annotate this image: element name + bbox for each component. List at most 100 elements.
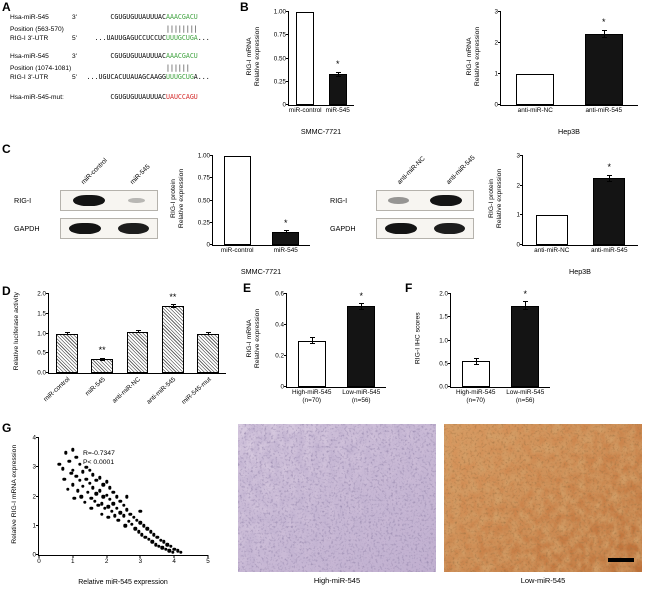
- data-point: [87, 468, 92, 472]
- sequence-prefix: ...UAUUGAGUCCUCCUC: [94, 34, 166, 42]
- y-tick-mark: [520, 244, 523, 245]
- data-point: [153, 543, 158, 547]
- y-axis-title: Relative RIG-I mRNA expression: [6, 432, 24, 556]
- x-tick-label: 5: [206, 558, 210, 565]
- y-tick-mark: [286, 57, 289, 59]
- y-tick-mark: [46, 372, 49, 373]
- sequence-prime-end: 5': [72, 74, 77, 81]
- data-point: [179, 550, 183, 554]
- error-bar: [601, 29, 607, 38]
- data-point: [140, 532, 144, 537]
- data-point: [101, 483, 105, 487]
- y-tick-mark: [36, 437, 39, 438]
- data-point: [155, 535, 159, 540]
- y-tick-label: 1.0: [37, 330, 46, 337]
- x-category-label: miR-545: [84, 376, 107, 398]
- data-point: [121, 513, 126, 518]
- data-point: [96, 503, 100, 507]
- blot-rows: RIG-I GAPDH: [14, 190, 158, 246]
- ihc-label-high: High-miR-545: [313, 576, 361, 585]
- plot-area: 0.0 0.5 1.0 1.5 2.0 High-miR-545 (n=70) * Low-m…: [439, 290, 550, 404]
- data-point: [64, 450, 68, 455]
- data-point: [84, 477, 89, 481]
- protein-band: [430, 195, 463, 206]
- data-point: [84, 465, 89, 469]
- bar: [55, 333, 78, 373]
- y-tick-label: 1.00: [197, 152, 210, 160]
- group-label: SMMC-7721: [240, 267, 282, 276]
- y-tick-mark: [210, 177, 213, 179]
- y-tick-mark: [286, 104, 289, 105]
- sequence-pair-region: UAUCCAGU: [166, 93, 198, 101]
- data-point: [130, 522, 134, 526]
- data-point: [89, 506, 94, 510]
- data-point: [108, 497, 112, 502]
- sequence-prefix: CGUGUGUUAUUUAC: [110, 93, 166, 101]
- bar: [535, 215, 568, 245]
- blot-film: [60, 190, 158, 211]
- sequence-prefix: ...UGUCACUUAUAGCAAGG: [86, 73, 166, 81]
- bar: [593, 178, 626, 245]
- sequence-pair-region: UUUGCUG: [166, 73, 194, 81]
- y-tick-label: 0.25: [197, 219, 210, 227]
- y-axis-title-text: RIG-I protein Relative expression: [170, 168, 187, 228]
- group-label: Hep3B: [558, 127, 580, 136]
- y-tick-mark: [284, 293, 287, 294]
- blot-film: [60, 218, 158, 239]
- x-tick-label: 3: [138, 558, 143, 565]
- data-point: [145, 526, 149, 531]
- data-point: [164, 547, 168, 551]
- data-point: [93, 499, 97, 503]
- y-tick-mark: [448, 386, 451, 387]
- panel-label-g: G: [2, 421, 12, 435]
- bar: [197, 333, 220, 373]
- data-point: [71, 468, 75, 472]
- sequence-pair-region: ||||||: [166, 64, 190, 72]
- error-bar: [206, 332, 212, 336]
- data-point: [175, 548, 180, 553]
- bar-chart-luciferase-activity: Relative luciferase activity 0.0 0.5 1.0 1.5…: [8, 288, 234, 418]
- bar: [516, 74, 555, 105]
- y-tick-mark: [284, 324, 287, 325]
- y-axis-title: RIG-I mRNA Relative expression: [466, 6, 484, 106]
- y-tick-label: 0: [494, 101, 498, 109]
- data-point: [123, 524, 127, 528]
- data-point: [157, 544, 161, 548]
- error-bar: [309, 337, 315, 344]
- data-point: [111, 490, 116, 494]
- data-point: [87, 481, 92, 486]
- y-tick-label: 3: [494, 8, 498, 16]
- y-tick-mark: [46, 352, 49, 354]
- data-point: [172, 547, 176, 551]
- x-tick-label: 4: [172, 558, 176, 565]
- x-tick-mark: [139, 555, 141, 558]
- x-tick-mark: [207, 555, 209, 558]
- y-tick-label: 2: [494, 39, 498, 47]
- data-point: [108, 486, 112, 490]
- plot-area: 0 1 2 3 anti-miR-NC * anti-miR-545: [494, 9, 638, 114]
- error-bar: [359, 303, 365, 310]
- x-tick-label: 2: [104, 558, 109, 565]
- data-point: [81, 469, 85, 474]
- y-tick-label: 0.50: [273, 55, 286, 62]
- significance-marker: *: [601, 17, 606, 28]
- blot-row: GAPDH: [14, 218, 158, 239]
- y-tick-mark: [498, 42, 501, 43]
- data-point: [81, 484, 85, 488]
- data-point: [152, 532, 156, 537]
- y-tick-mark: [498, 11, 501, 12]
- data-point: [111, 502, 116, 506]
- y-tick-label: 3: [516, 152, 520, 160]
- sequence-suffix: A...: [193, 73, 210, 81]
- y-tick-label: 3: [32, 463, 36, 471]
- y-tick-mark: [448, 293, 451, 294]
- bar: [272, 231, 300, 245]
- x-category-label: miR-545-mut: [180, 376, 213, 406]
- y-tick-label: 2: [32, 493, 36, 500]
- data-point: [104, 480, 109, 484]
- y-tick-mark: [46, 332, 49, 334]
- x-category-label: miR-control: [220, 247, 254, 254]
- y-tick-label: 2.0: [439, 290, 448, 298]
- sequence-name: Position (563-570): [10, 26, 64, 33]
- y-tick-mark: [286, 11, 289, 12]
